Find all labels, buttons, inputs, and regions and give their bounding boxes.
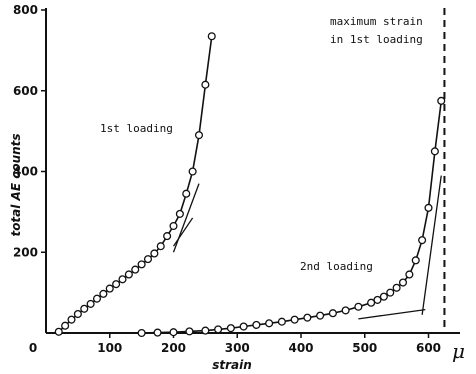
axes <box>45 8 460 334</box>
data-point-series-2 <box>437 96 446 105</box>
data-point-series-1 <box>207 32 216 41</box>
data-point-series-1 <box>80 304 89 313</box>
y-tick-label-800: 800 <box>13 3 38 17</box>
data-point-series-2 <box>239 322 248 331</box>
data-point-series-1 <box>194 131 204 140</box>
data-point-series-1 <box>92 294 102 303</box>
data-point-series-2 <box>386 288 395 297</box>
data-point-series-1 <box>169 221 178 231</box>
y-axis-title: total AE counts <box>9 133 23 236</box>
tangent-line-2 <box>172 217 194 247</box>
data-point-series-1 <box>156 242 165 251</box>
tangent-line-3 <box>358 308 426 320</box>
data-point-series-2 <box>392 283 401 292</box>
x-tick-label-300: 300 <box>225 341 250 355</box>
data-point-series-1 <box>131 265 140 274</box>
x-tick-label-200: 200 <box>161 341 186 355</box>
tangent-lines <box>172 175 442 320</box>
data-point-series-2 <box>367 298 376 307</box>
data-point-series-1 <box>118 275 127 284</box>
data-point-series-2 <box>201 326 210 335</box>
data-point-series-2 <box>169 328 178 337</box>
x-unit-label: μ <box>452 339 465 363</box>
annotation-max-strain-line1: maximum strain <box>330 15 423 28</box>
data-point-series-2 <box>430 147 439 156</box>
data-point-series-1 <box>188 167 197 176</box>
annotation-max-strain-line2: in 1st loading <box>330 33 423 46</box>
data-point-series-1 <box>99 289 108 298</box>
tangent-line-4 <box>421 175 442 315</box>
annotation-1st-loading: 1st loading <box>100 122 173 135</box>
data-point-series-2 <box>214 325 223 334</box>
data-point-series-2 <box>185 327 194 336</box>
x-tick-label-100: 100 <box>97 341 122 355</box>
data-point-series-2 <box>398 278 408 287</box>
data-point-series-2 <box>411 256 420 265</box>
y-tick-label-400: 400 <box>13 165 38 179</box>
series-lines <box>58 36 443 334</box>
x-tick-label-600: 600 <box>416 341 441 355</box>
data-point-series-1 <box>67 315 76 324</box>
data-point-series-2 <box>226 324 235 333</box>
data-point-series-1 <box>137 260 146 269</box>
x-tick-label-400: 400 <box>288 341 313 355</box>
x-axis-title: strain <box>212 358 252 372</box>
data-point-series-1 <box>143 255 153 264</box>
data-point-series-2 <box>277 317 286 326</box>
data-point-series-1 <box>201 80 210 89</box>
data-point-series-2 <box>252 320 261 329</box>
data-point-series-2 <box>137 328 146 338</box>
x-tick-label-500: 500 <box>352 341 377 355</box>
y-tick-label-600: 600 <box>13 84 38 98</box>
data-point-series-2 <box>328 309 337 318</box>
data-point-series-2 <box>265 319 274 328</box>
data-point-series-2 <box>303 313 312 322</box>
data-point-series-1 <box>150 249 159 258</box>
data-markers <box>54 32 446 338</box>
data-point-series-1 <box>175 209 184 218</box>
data-point-series-1 <box>61 321 70 330</box>
data-point-series-1 <box>182 189 191 198</box>
data-point-series-1 <box>54 327 63 336</box>
tick-labels: 0 100 200 300 400 500 600 200 400 600 800 <box>13 3 441 355</box>
data-point-series-2 <box>354 302 363 311</box>
data-point-series-2 <box>373 295 382 304</box>
data-point-series-2 <box>424 203 433 212</box>
data-point-series-2 <box>405 270 414 279</box>
data-point-series-1 <box>86 299 95 308</box>
y-tick-label-200: 200 <box>13 245 38 259</box>
data-point-series-1 <box>163 232 172 241</box>
data-point-series-1 <box>112 280 121 289</box>
data-point-series-2 <box>341 306 350 315</box>
data-point-series-2 <box>316 311 325 320</box>
data-point-series-1 <box>124 270 133 279</box>
tick-marks <box>41 9 430 338</box>
data-point-series-1 <box>105 284 114 293</box>
data-point-series-2 <box>379 292 388 301</box>
data-point-series-2 <box>418 236 427 245</box>
series-line-1 <box>58 36 213 333</box>
data-point-series-2 <box>290 315 299 324</box>
x-tick-label-0: 0 <box>29 341 37 355</box>
data-point-series-1 <box>73 309 82 319</box>
annotation-2nd-loading: 2nd loading <box>300 260 373 273</box>
data-point-series-2 <box>153 328 162 337</box>
